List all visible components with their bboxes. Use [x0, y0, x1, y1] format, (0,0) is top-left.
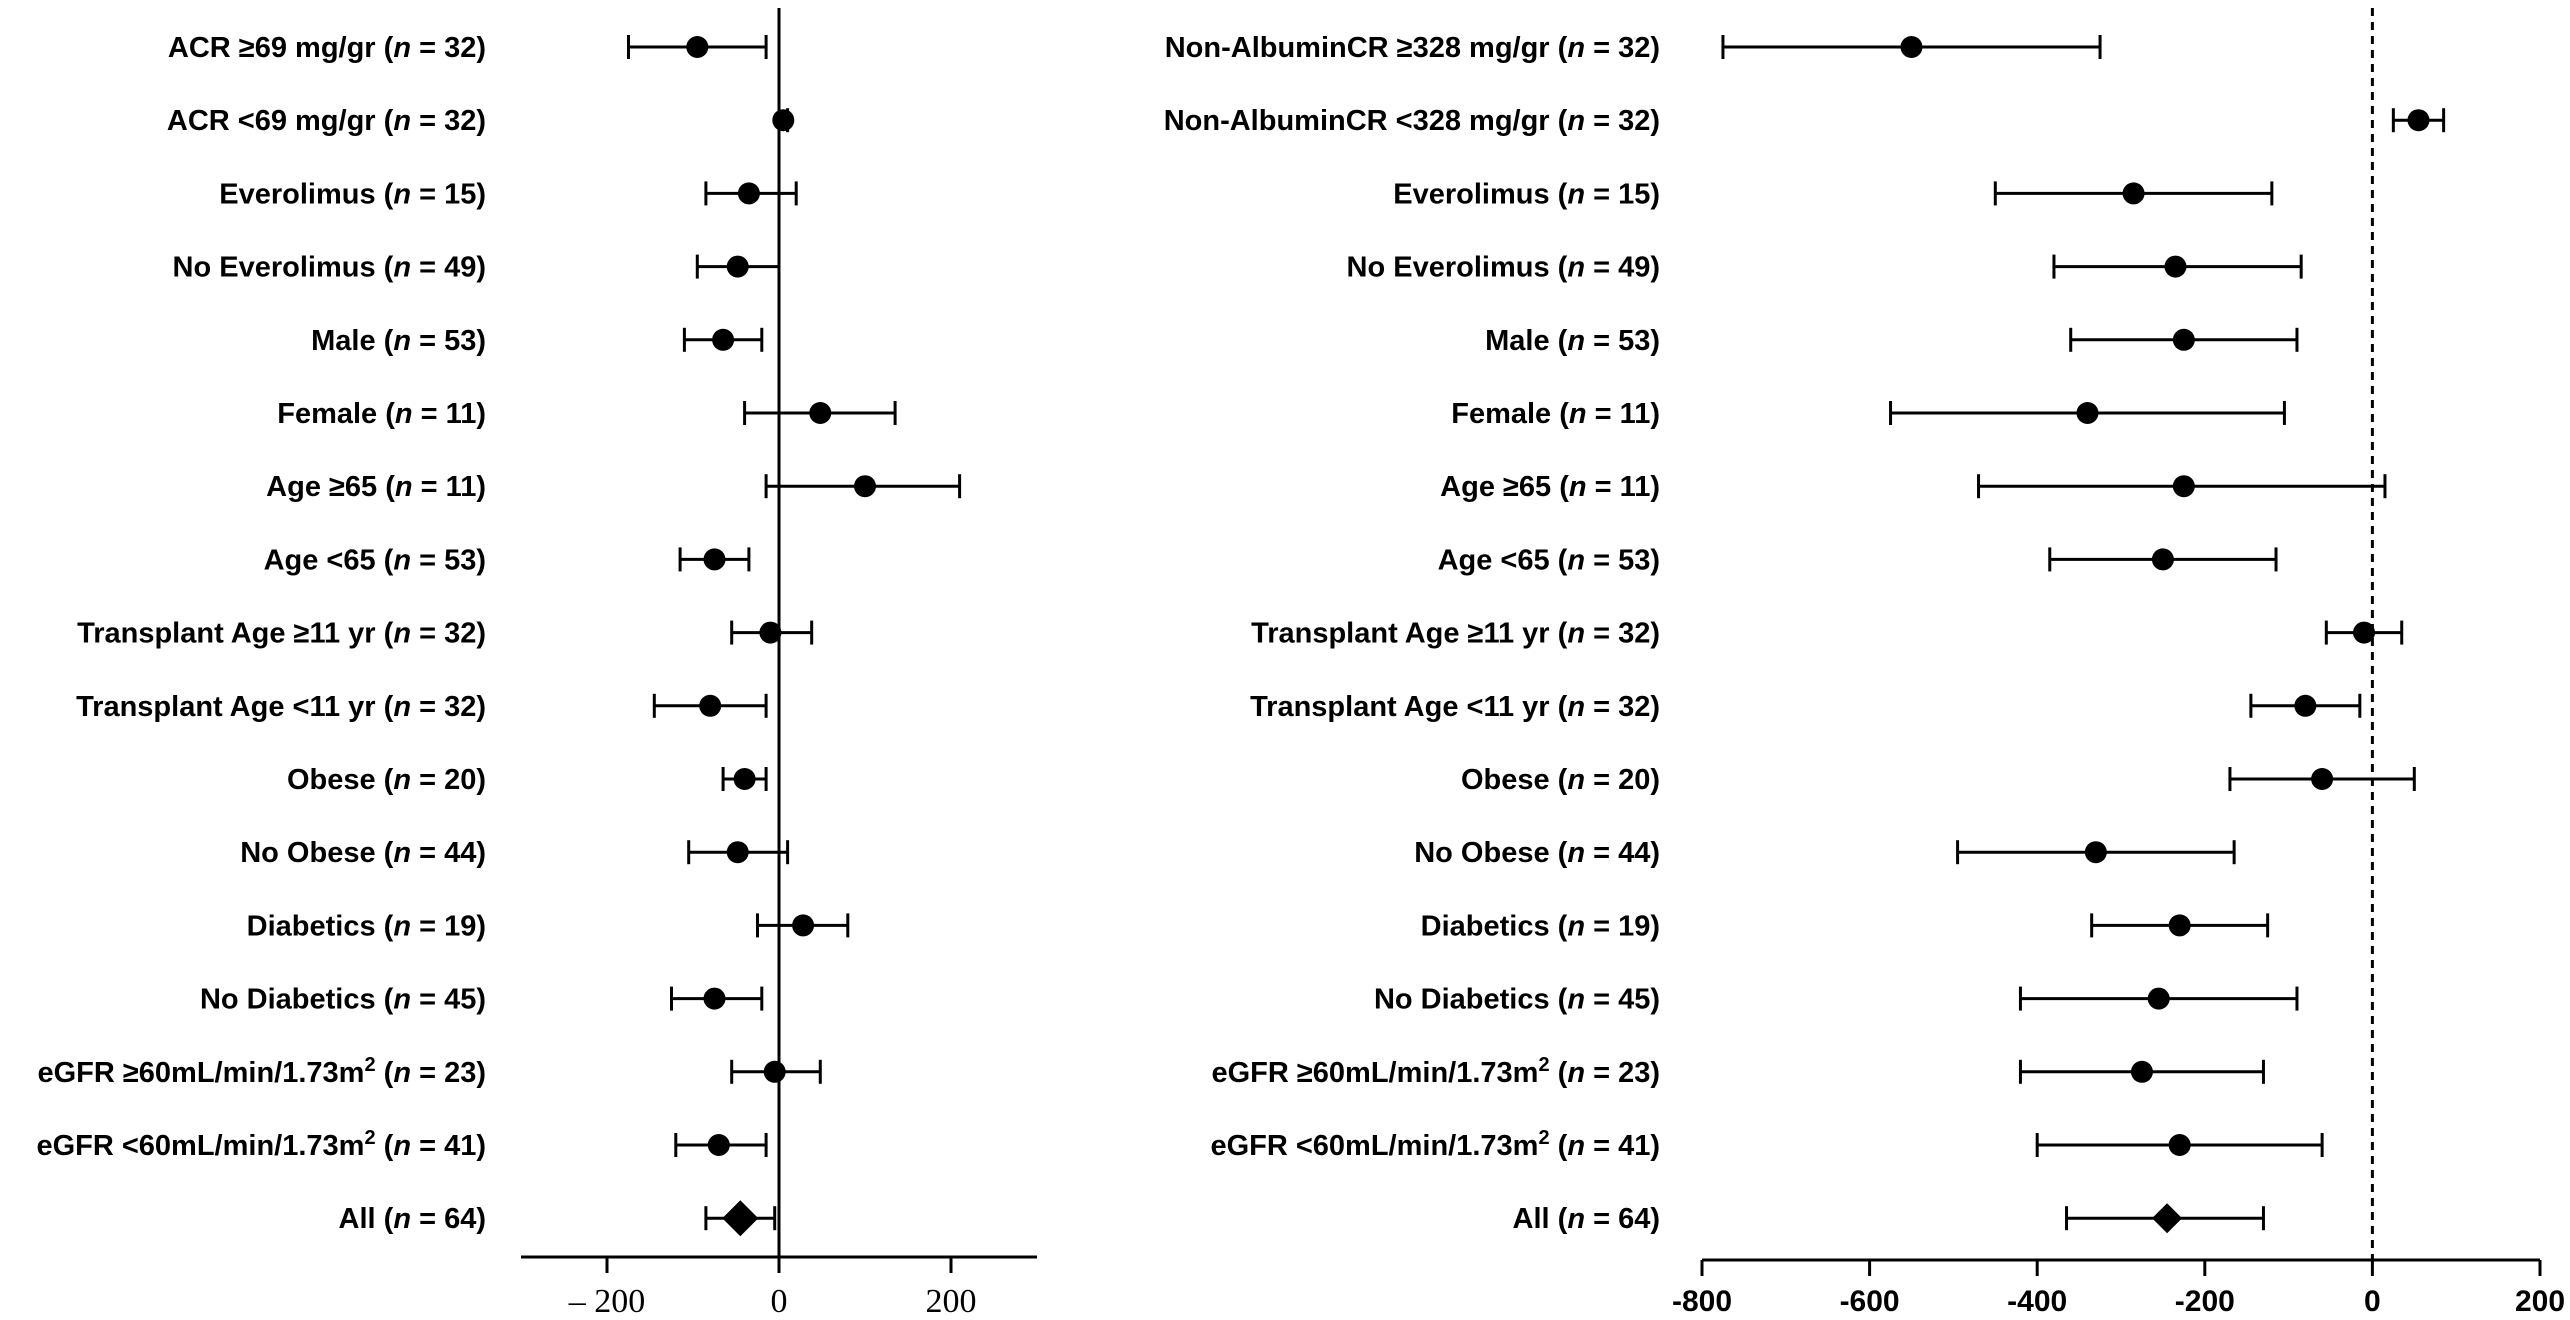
point-estimate — [712, 328, 735, 351]
point-estimate — [2122, 182, 2145, 205]
row-label: All (n = 64) — [339, 1203, 486, 1235]
x-tick-label: – 200 — [568, 1283, 646, 1320]
row-label: No Obese (n = 44) — [240, 837, 486, 869]
row-label: ACR ≥69 mg/gr (n = 32) — [168, 32, 486, 64]
point-estimate — [792, 914, 815, 937]
point-estimate — [737, 182, 760, 205]
row-label: Transplant Age ≥11 yr (n = 32) — [1251, 618, 1660, 650]
point-estimate — [763, 1060, 786, 1083]
point-estimate — [2172, 328, 2195, 351]
row-label: Diabetics (n = 19) — [1421, 910, 1660, 942]
point-estimate — [854, 475, 876, 498]
row-label: No Obese (n = 44) — [1414, 837, 1660, 869]
point-estimate — [707, 1134, 730, 1156]
row-label: Non-AlbuminCR ≥328 mg/gr (n = 32) — [1165, 32, 1660, 64]
row-label: Everolimus (n = 15) — [1393, 178, 1660, 210]
point-estimate — [733, 768, 756, 790]
point-estimate — [772, 109, 795, 132]
row-label: Age <65 (n = 53) — [264, 544, 486, 576]
point-estimate — [2084, 841, 2107, 864]
point-estimate — [2311, 768, 2334, 790]
x-tick-label: 0 — [771, 1283, 788, 1320]
point-estimate — [2294, 694, 2317, 717]
right-forest-panel: -800 -600 -400 -200 0 200 Non-AlbuminCR ≥328 m… — [1164, 8, 2565, 1318]
point-estimate — [2164, 255, 2187, 278]
row-label: Obese (n = 20) — [1461, 764, 1660, 796]
left-forest-panel: – 200 0 200 ACR ≥69 mg/gr (n = 32) ACR <69 m… — [36, 8, 1037, 1320]
row-label: No Everolimus (n = 49) — [173, 252, 486, 284]
row-label: Female (n = 11) — [1451, 398, 1660, 430]
x-tick-label: 200 — [2515, 1285, 2565, 1318]
point-estimate — [759, 621, 782, 644]
x-tick-label: -400 — [2007, 1285, 2067, 1318]
row-label: Transplant Age <11 yr (n = 32) — [76, 691, 486, 723]
row-label: Male (n = 53) — [1485, 325, 1660, 357]
row-label: Female (n = 11) — [277, 398, 486, 430]
point-estimate — [703, 987, 726, 1010]
point-estimate — [2172, 475, 2195, 498]
point-estimate — [2353, 621, 2376, 644]
pooled-estimate-diamond — [2152, 1203, 2183, 1234]
point-estimate — [2168, 1134, 2191, 1156]
row-label: Obese (n = 20) — [287, 764, 486, 796]
point-estimate — [2151, 548, 2174, 571]
row-label: Age ≥65 (n = 11) — [1440, 471, 1660, 503]
point-estimate — [2168, 914, 2191, 937]
row-label: eGFR <60mL/min/1.73m2 (n = 41) — [1210, 1127, 1660, 1162]
point-estimate — [703, 548, 726, 571]
point-estimate — [699, 694, 722, 717]
row-label: Diabetics (n = 19) — [247, 910, 486, 942]
x-tick-label: -800 — [1672, 1285, 1732, 1318]
row-label: Age ≥65 (n = 11) — [266, 471, 486, 503]
row-label: Age <65 (n = 53) — [1438, 544, 1660, 576]
row-label: eGFR ≥60mL/min/1.73m2 (n = 23) — [1211, 1054, 1660, 1089]
point-estimate — [809, 402, 832, 424]
row-label: Transplant Age ≥11 yr (n = 32) — [77, 618, 486, 650]
point-estimate — [2076, 402, 2099, 424]
row-label: No Diabetics (n = 45) — [200, 984, 486, 1016]
row-label: eGFR <60mL/min/1.73m2 (n = 41) — [36, 1127, 486, 1162]
point-estimate — [686, 36, 709, 58]
point-estimate — [1900, 36, 1923, 58]
point-estimate — [726, 841, 749, 864]
row-label: Non-AlbuminCR <328 mg/gr (n = 32) — [1164, 105, 1660, 137]
row-label: No Everolimus (n = 49) — [1347, 252, 1660, 284]
row-label: All (n = 64) — [1513, 1203, 1660, 1235]
row-label: No Diabetics (n = 45) — [1374, 984, 1660, 1016]
row-label: Transplant Age <11 yr (n = 32) — [1250, 691, 1660, 723]
row-label: Everolimus (n = 15) — [219, 178, 486, 210]
x-tick-label: 0 — [2364, 1285, 2381, 1318]
x-tick-label: -200 — [2175, 1285, 2235, 1318]
point-estimate — [2407, 109, 2430, 132]
row-label: ACR <69 mg/gr (n = 32) — [167, 105, 486, 137]
point-estimate — [2130, 1060, 2153, 1083]
point-estimate — [726, 255, 749, 278]
row-label: eGFR ≥60mL/min/1.73m2 (n = 23) — [37, 1054, 486, 1089]
row-label: Male (n = 53) — [311, 325, 486, 357]
pooled-estimate-diamond — [722, 1200, 759, 1237]
point-estimate — [2147, 987, 2170, 1010]
x-tick-label: -600 — [1840, 1285, 1900, 1318]
x-tick-label: 200 — [926, 1283, 977, 1320]
